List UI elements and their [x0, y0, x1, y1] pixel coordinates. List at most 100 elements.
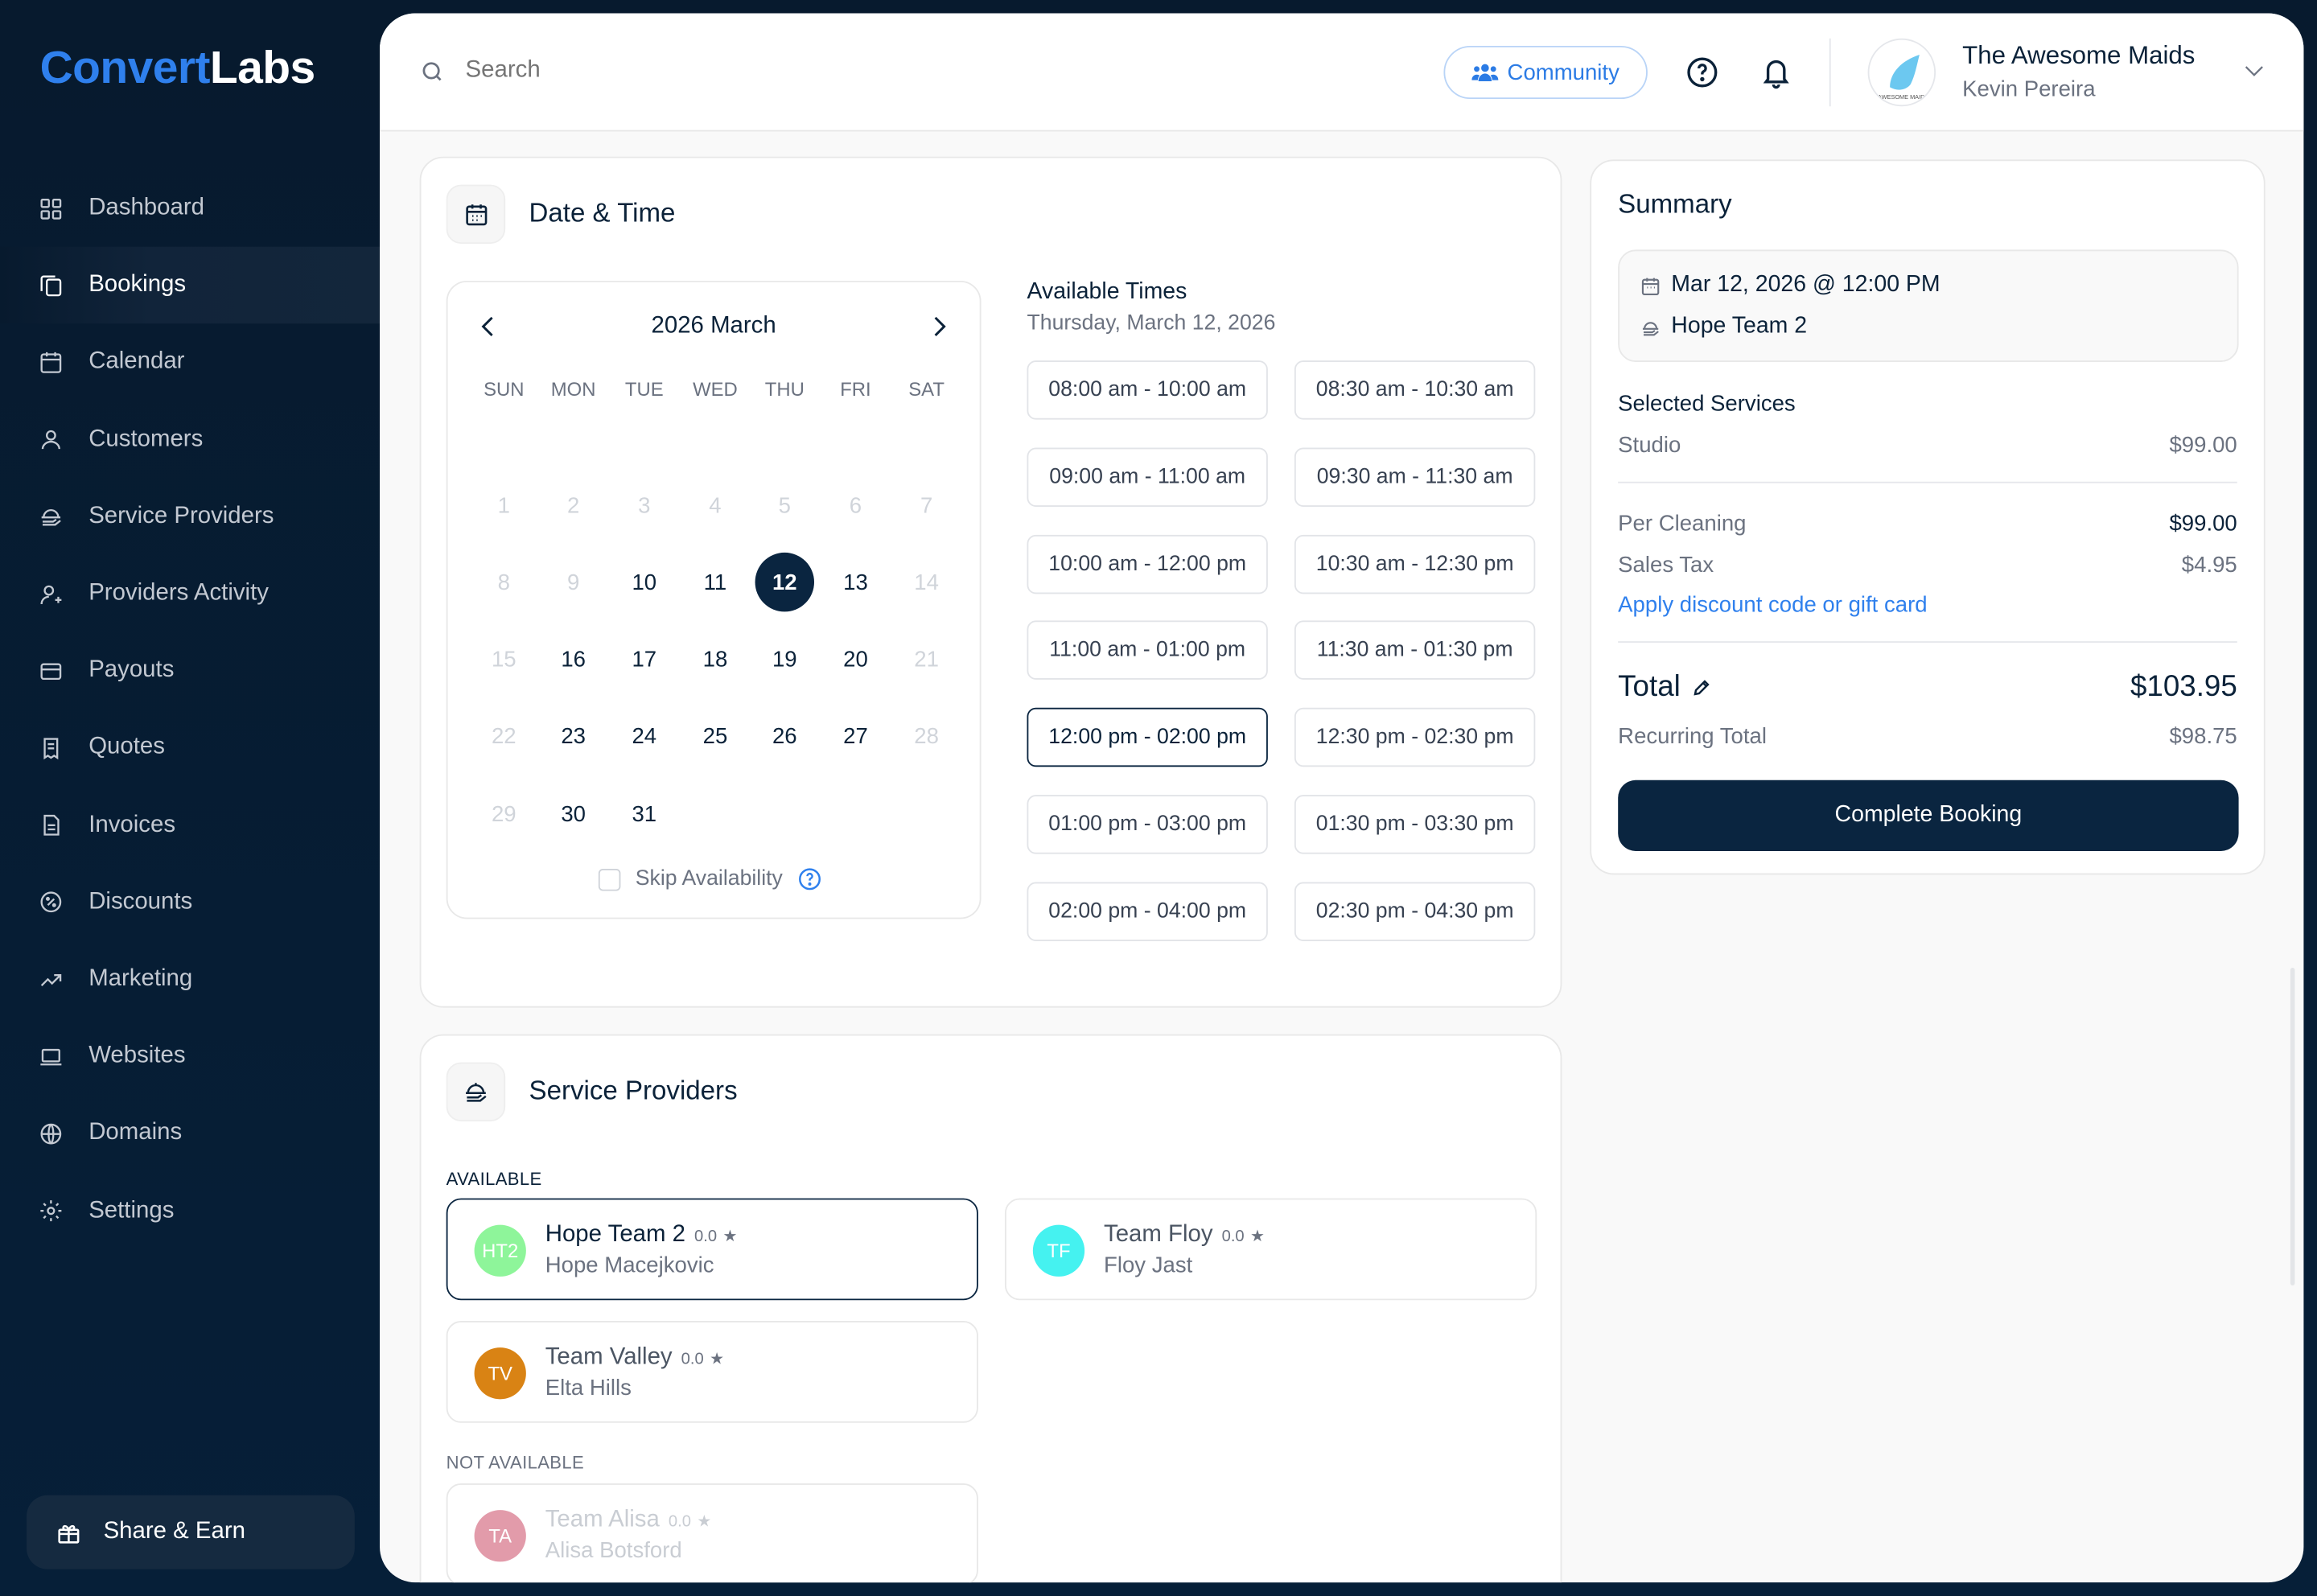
calendar-day[interactable]: 26: [772, 723, 797, 749]
date-time-title: Date & Time: [529, 198, 676, 228]
sidebar-item-bookings[interactable]: Bookings: [0, 247, 381, 324]
sidebar-item-quotes[interactable]: Quotes: [0, 710, 380, 787]
calendar-day: 5: [778, 492, 791, 518]
calendar-day-selected[interactable]: 12: [755, 552, 815, 612]
weekday-header: MON: [550, 378, 596, 401]
calendar-day[interactable]: 10: [632, 570, 657, 595]
brand-logo[interactable]: ConvertLabs: [39, 41, 316, 94]
prev-month-icon[interactable]: [480, 316, 495, 337]
calendar-day[interactable]: 20: [843, 646, 868, 672]
sidebar-item-invoices[interactable]: Invoices: [0, 787, 380, 864]
company-avatar[interactable]: AWESOME MAIDS: [1867, 38, 1936, 107]
calendar-day[interactable]: 25: [702, 723, 728, 749]
calendar-day[interactable]: 13: [843, 570, 868, 595]
card-icon: [40, 662, 62, 680]
weekday-header: SUN: [484, 378, 525, 401]
pencil-icon[interactable]: [1692, 678, 1711, 697]
calendar-day[interactable]: 16: [561, 646, 586, 672]
sidebar-item-providers-activity[interactable]: Providers Activity: [0, 556, 380, 633]
total-label: Total: [1618, 670, 1681, 704]
calendar-day: 6: [849, 492, 862, 518]
provider-card[interactable]: TV Team Valley 0.0 ★ Elta Hills: [446, 1321, 978, 1423]
time-slot[interactable]: 09:30 am - 11:30 am: [1294, 447, 1536, 507]
laptop-icon: [40, 1048, 62, 1065]
calendar-day: 4: [709, 492, 722, 518]
sidebar-item-calendar[interactable]: Calendar: [0, 324, 380, 401]
gear-icon: [40, 1200, 62, 1222]
calendar-month: 2026 March: [651, 313, 776, 339]
calendar-day[interactable]: 24: [632, 723, 657, 749]
calendar-day[interactable]: 18: [702, 646, 728, 672]
sidebar-item-payouts[interactable]: Payouts: [0, 632, 380, 710]
calendar-day[interactable]: 31: [632, 801, 657, 827]
grid-icon: [40, 198, 62, 219]
total-label-group: Total: [1618, 671, 1711, 705]
header-divider: [1829, 38, 1831, 107]
provider-name-row: Team Valley 0.0 ★: [545, 1344, 724, 1371]
sidebar-item-dashboard[interactable]: Dashboard: [0, 170, 380, 247]
help-circle-icon[interactable]: [797, 867, 821, 891]
recurring-row: Recurring Total $98.75: [1618, 724, 2237, 749]
provider-avatar: TA: [474, 1510, 526, 1562]
provider-card[interactable]: TF Team Floy 0.0 ★ Floy Jast: [1004, 1198, 1537, 1301]
time-slot[interactable]: 12:00 pm - 02:00 pm: [1027, 708, 1268, 767]
calendar-day: 9: [566, 570, 580, 595]
apply-discount-link[interactable]: Apply discount code or gift card: [1618, 592, 1928, 618]
skip-availability[interactable]: Skip Availability: [598, 867, 821, 891]
provider-name-row: Team Alisa 0.0 ★: [545, 1507, 712, 1533]
weekday-header: FRI: [840, 378, 871, 401]
per-cleaning-row: Per Cleaning $99.00: [1618, 511, 2237, 536]
sidebar-item-service-providers[interactable]: Service Providers: [0, 479, 380, 556]
time-slot[interactable]: 11:30 am - 01:30 pm: [1294, 621, 1536, 681]
provider-avatar: HT2: [474, 1224, 526, 1277]
per-cleaning-price: $99.00: [2169, 511, 2237, 537]
summary-title: Summary: [1618, 189, 1732, 219]
provider-name-row: Team Floy 0.0 ★: [1104, 1222, 1265, 1248]
complete-booking-button[interactable]: Complete Booking: [1618, 779, 2239, 851]
sidebar-item-domains[interactable]: Domains: [0, 1096, 380, 1173]
share-earn-button[interactable]: Share & Earn: [27, 1495, 355, 1569]
sidebar-item-settings[interactable]: Settings: [0, 1173, 380, 1250]
community-button[interactable]: Community: [1443, 45, 1648, 100]
calendar-day[interactable]: 19: [772, 646, 797, 672]
sidebar-item-label: Customers: [88, 426, 204, 452]
receipt-icon: [43, 738, 59, 759]
calendar-day: 3: [638, 492, 651, 518]
help-icon[interactable]: [1686, 56, 1718, 88]
time-slot[interactable]: 08:30 am - 10:30 am: [1294, 360, 1536, 420]
calendar-day: 21: [914, 646, 939, 672]
calendar-day[interactable]: 30: [561, 801, 586, 827]
provider-icon-box: [446, 1062, 506, 1122]
sidebar-item-discounts[interactable]: Discounts: [0, 864, 380, 941]
next-month-icon[interactable]: [932, 316, 947, 337]
time-slot[interactable]: 02:30 pm - 04:30 pm: [1294, 882, 1536, 941]
calendar-icon: [1641, 278, 1660, 296]
calendar-day[interactable]: 11: [703, 570, 727, 595]
provider-person: Hope Macejkovic: [545, 1253, 714, 1278]
time-slot[interactable]: 10:00 am - 12:00 pm: [1027, 534, 1268, 594]
community-label: Community: [1507, 60, 1619, 85]
calendar-day[interactable]: 17: [632, 646, 657, 672]
time-slot[interactable]: 11:00 am - 01:00 pm: [1027, 621, 1268, 681]
provider-card[interactable]: HT2 Hope Team 2 0.0 ★ Hope Macejkovic: [446, 1198, 978, 1301]
calendar-day[interactable]: 23: [561, 723, 586, 749]
sidebar-item-websites[interactable]: Websites: [0, 1018, 380, 1096]
bell-icon[interactable]: [1760, 55, 1792, 90]
chevron-down-icon[interactable]: [2245, 64, 2264, 78]
sidebar-item-label: Discounts: [88, 889, 193, 915]
time-slot[interactable]: 08:00 am - 10:00 am: [1027, 360, 1268, 420]
skip-availability-checkbox[interactable]: [598, 868, 621, 891]
time-slot[interactable]: 02:00 pm - 04:00 pm: [1027, 882, 1268, 941]
time-slot[interactable]: 09:00 am - 11:00 am: [1027, 447, 1268, 507]
time-slot[interactable]: 12:30 pm - 02:30 pm: [1294, 708, 1536, 767]
sidebar-item-marketing[interactable]: Marketing: [0, 941, 380, 1018]
time-slot[interactable]: 01:30 pm - 03:30 pm: [1294, 795, 1536, 854]
logo-part-1: Convert: [39, 41, 211, 93]
scrollbar[interactable]: [2290, 968, 2295, 1285]
time-slot[interactable]: 10:30 am - 12:30 pm: [1294, 534, 1536, 594]
calendar-day[interactable]: 27: [843, 723, 868, 749]
time-slot[interactable]: 01:00 pm - 03:00 pm: [1027, 795, 1268, 854]
sidebar-item-customers[interactable]: Customers: [0, 401, 380, 479]
search-input[interactable]: [465, 51, 909, 91]
calendar-day: 22: [491, 723, 516, 749]
